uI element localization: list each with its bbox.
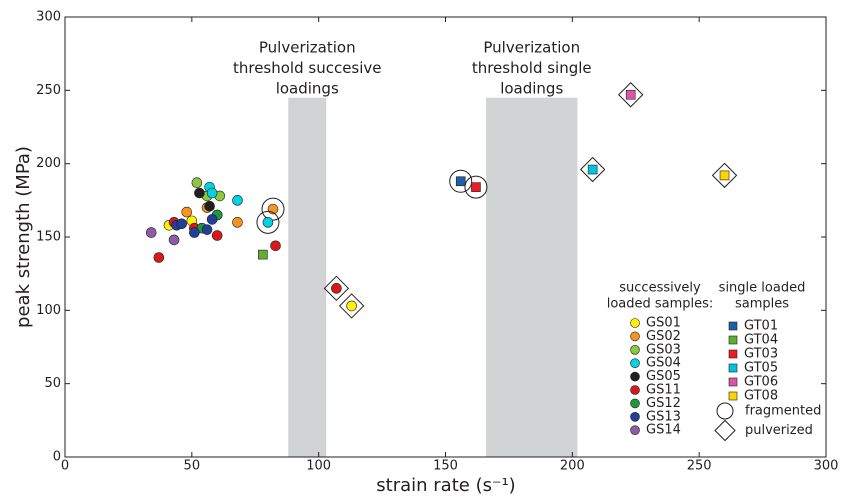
legend-marker <box>630 358 640 369</box>
y-tick-label: 150 <box>36 230 61 245</box>
legend-marker <box>630 411 640 422</box>
point <box>346 300 357 312</box>
plot-frame <box>64 16 827 458</box>
legend-marker <box>630 318 640 328</box>
point <box>206 187 218 199</box>
legend-marker <box>630 398 640 409</box>
point <box>168 234 180 246</box>
point <box>719 170 730 181</box>
legend-label: GS02 <box>646 329 681 344</box>
x-tick-label: 100 <box>306 459 331 474</box>
point <box>194 187 205 199</box>
legend-marker <box>728 391 738 401</box>
legend-marker <box>728 335 738 345</box>
x-tick-label: 300 <box>814 459 839 474</box>
pulverized-diamond <box>617 82 644 108</box>
fragmented-ring <box>449 169 473 193</box>
x-tick-label: 50 <box>184 459 201 474</box>
y-tick-label: 200 <box>36 156 61 171</box>
threshold-band <box>486 97 578 458</box>
legend-label: GT05 <box>744 361 778 376</box>
pulverized-diamond <box>338 293 365 319</box>
legend-label: GS03 <box>646 342 681 357</box>
x-tick-label: 250 <box>687 459 712 474</box>
fragmented-ring <box>261 197 285 221</box>
legend-marker <box>630 385 640 395</box>
point <box>181 206 193 218</box>
point <box>145 227 157 238</box>
band-label: threshold single <box>472 59 592 77</box>
legend-marker <box>728 363 738 373</box>
point <box>206 214 218 225</box>
legend-marker <box>728 321 738 331</box>
x-axis-label: strain rate (s⁻¹) <box>376 475 515 496</box>
legend-marker <box>630 344 640 355</box>
y-tick-label: 250 <box>36 83 61 98</box>
band-label: loadings <box>500 80 563 98</box>
legend-title: samples <box>735 297 789 312</box>
point <box>189 227 200 238</box>
point <box>232 195 243 206</box>
pulverized-diamond <box>323 275 350 302</box>
point <box>191 177 203 189</box>
band-label: Pulverization <box>483 39 580 57</box>
band-label: Pulverization <box>259 39 356 57</box>
point <box>455 176 466 187</box>
threshold-band <box>288 97 327 458</box>
band-label: loadings <box>276 80 339 98</box>
legend-label: GS14 <box>646 423 681 438</box>
pulverized-diamond <box>711 162 738 189</box>
point <box>471 182 481 192</box>
point <box>587 164 598 175</box>
legend-label: GS12 <box>646 396 681 411</box>
legend-label: GS13 <box>646 409 681 424</box>
point <box>625 89 636 100</box>
legend-label: GT08 <box>744 389 778 404</box>
fragmented-ring <box>256 210 280 234</box>
point <box>211 230 223 241</box>
legend-label: GS01 <box>646 316 681 331</box>
legend-title: loaded samples: <box>607 297 714 312</box>
point <box>204 200 215 212</box>
legend-outline <box>716 402 734 420</box>
pulverized-diamond <box>579 156 606 183</box>
point <box>201 224 213 235</box>
point <box>331 283 342 294</box>
y-tick-label: 0 <box>53 450 61 465</box>
point <box>153 252 165 263</box>
legend-marker <box>630 331 640 342</box>
legend-marker <box>630 425 640 436</box>
x-tick-label: 200 <box>560 459 585 474</box>
band-label: threshold succesive <box>233 59 382 77</box>
fragmented-ring <box>464 175 488 199</box>
y-axis-label: peak strength (MPa) <box>13 146 34 328</box>
legend-marker <box>630 371 640 382</box>
legend-label: GS11 <box>646 383 681 398</box>
y-tick-label: 50 <box>44 376 61 391</box>
x-tick-label: 0 <box>61 459 69 474</box>
x-tick-label: 150 <box>433 459 458 474</box>
y-tick-label: 300 <box>36 10 61 25</box>
legend-label: GS04 <box>646 356 681 371</box>
point <box>258 249 268 260</box>
legend-label: GT04 <box>744 333 778 348</box>
legend-label: GT03 <box>744 347 778 362</box>
legend-outline <box>714 419 736 442</box>
legend-label: pulverized <box>745 423 813 438</box>
point <box>262 217 274 228</box>
y-tick-label: 100 <box>36 303 61 318</box>
point <box>270 240 281 252</box>
legend-marker <box>728 377 738 387</box>
legend-title: single loaded <box>719 281 806 296</box>
legend-label: GS05 <box>646 369 681 384</box>
point <box>176 218 187 230</box>
legend-label: GT01 <box>744 319 778 334</box>
point <box>232 217 243 228</box>
legend-label: fragmented <box>745 404 821 419</box>
legend-marker <box>728 349 738 359</box>
legend-title: successively <box>619 281 701 296</box>
legend-label: GT06 <box>744 375 778 390</box>
